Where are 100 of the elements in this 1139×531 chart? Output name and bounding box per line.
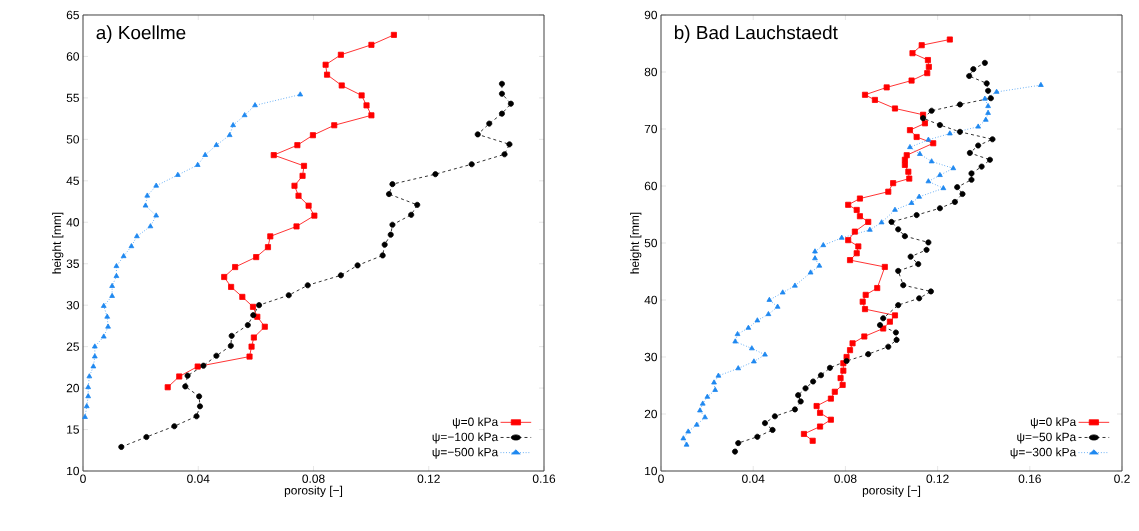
point [816,262,823,268]
y-tick-label: 50 [66,135,80,144]
point [903,152,910,159]
point [749,345,755,351]
point [83,403,90,409]
point [228,283,235,290]
point [386,191,392,198]
point [363,102,370,109]
point [697,407,703,413]
point [853,206,860,213]
point [985,109,991,115]
point [918,42,925,49]
point [982,95,988,101]
point [693,421,700,427]
point [859,298,866,305]
y-tick-label: 40 [66,218,80,227]
point [244,322,251,329]
point [891,312,898,319]
point [970,66,977,73]
x-tick-label: 0.12 [926,474,949,483]
point [890,180,897,187]
point [895,226,902,233]
point [771,413,778,420]
point [147,223,154,229]
point [711,379,717,385]
point [144,192,151,198]
point [908,77,915,84]
x-tick-label: 0.04 [187,474,210,483]
point [966,73,973,79]
point [92,353,98,359]
point [951,198,958,205]
point [389,181,396,188]
point [322,61,329,68]
point [379,252,386,259]
point [826,364,833,371]
point [498,110,505,117]
point [936,205,943,212]
point [861,333,868,340]
point [766,296,773,302]
point [845,237,852,244]
point [193,413,200,420]
y-tick-label: 55 [66,93,79,103]
point [820,242,827,248]
point [774,303,781,309]
point [891,105,898,112]
point [930,140,937,147]
y-tick-label: 30 [644,352,658,362]
point [985,87,992,94]
point [1038,81,1044,87]
point [906,175,913,182]
point [928,158,935,164]
point [680,435,687,441]
point [779,289,786,295]
x-axis-title: porosity [−] [862,485,921,497]
point [959,190,966,197]
point [381,241,388,248]
point [927,288,934,295]
point [853,250,860,257]
point [968,170,975,177]
point [966,149,973,156]
point [802,385,809,392]
point [368,112,375,119]
point [838,234,845,240]
point [474,131,481,138]
point [954,184,961,191]
point [176,373,183,380]
point [883,84,890,91]
point [986,156,993,163]
point [862,306,868,313]
point [113,272,120,278]
point [895,302,902,309]
point [921,120,928,127]
point [924,57,931,64]
point [923,246,930,253]
legend-label: ψ=0 kPa [1030,417,1077,429]
point [987,95,994,102]
point [142,202,149,208]
point [248,343,255,350]
point [862,291,869,298]
point [907,253,914,260]
point [86,373,93,379]
point [486,120,493,127]
point [831,388,838,395]
point [901,233,908,240]
point [232,264,239,271]
point [925,63,932,70]
point [331,122,338,129]
point [414,201,421,208]
point [100,302,107,308]
legend-label: ψ=−500 kPa [432,447,499,459]
point [892,329,899,336]
point [468,161,475,168]
y-tick-label: 70 [644,124,658,134]
point [876,322,883,329]
point [840,367,847,374]
point [862,91,868,98]
point [925,239,932,246]
point [699,400,706,406]
point [968,176,975,183]
point [228,332,235,339]
